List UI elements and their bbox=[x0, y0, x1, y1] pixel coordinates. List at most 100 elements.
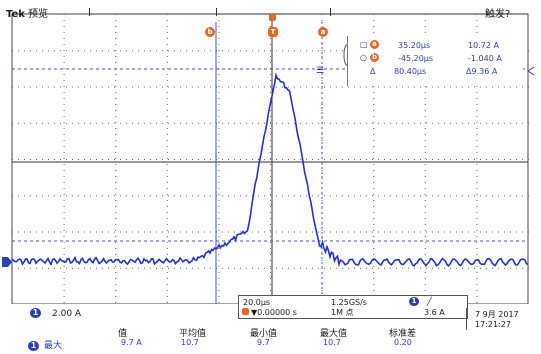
grid-dot bbox=[424, 14, 426, 15]
grid-dot bbox=[330, 50, 331, 52]
grid-dot bbox=[218, 140, 220, 141]
grid-dot bbox=[354, 267, 355, 269]
grid-dot bbox=[115, 296, 117, 297]
marker-b[interactable]: b bbox=[205, 27, 215, 37]
grid-dot bbox=[90, 50, 91, 52]
grid-dot bbox=[270, 122, 271, 123]
timebase-panel[interactable]: 20.0μs 1.25GS/s 1 ╱ ▼0.00000 s 1M 点 3.6 … bbox=[238, 295, 468, 319]
grid-dot bbox=[218, 224, 220, 225]
grid-dot bbox=[420, 159, 421, 160]
grid-dot bbox=[63, 158, 65, 159]
grid-dot bbox=[198, 195, 199, 197]
grid-dot bbox=[348, 231, 349, 233]
grid-dot bbox=[63, 290, 65, 291]
ch1-scale-badge[interactable]: 1 bbox=[30, 308, 41, 318]
grid-dot bbox=[63, 152, 65, 153]
grid-dot bbox=[373, 200, 375, 201]
grid-dot bbox=[66, 267, 67, 269]
grid-dot bbox=[373, 284, 375, 285]
grid-dot bbox=[528, 159, 529, 160]
grid-dot bbox=[150, 267, 151, 269]
grid-dot bbox=[166, 110, 168, 111]
trigger-level: 3.6 A bbox=[424, 308, 445, 317]
grid-dot bbox=[300, 50, 301, 52]
grid-dot bbox=[426, 267, 427, 269]
grid-dot bbox=[218, 32, 220, 33]
grid-dot bbox=[288, 122, 289, 124]
grid-dot bbox=[162, 122, 163, 124]
grid-dot bbox=[30, 231, 31, 233]
grid-dot bbox=[63, 218, 65, 219]
grid-dot bbox=[66, 195, 67, 197]
grid-dot bbox=[348, 195, 349, 197]
grid-dot bbox=[424, 212, 426, 213]
grid-dot bbox=[150, 86, 151, 88]
grid-dot bbox=[156, 50, 157, 52]
grid-dot bbox=[270, 110, 271, 111]
grid-dot bbox=[252, 122, 253, 124]
grid-dot bbox=[372, 122, 373, 124]
grid-dot bbox=[218, 56, 220, 57]
grid-dot bbox=[373, 182, 375, 183]
grid-dot bbox=[498, 122, 499, 124]
grid-dot bbox=[96, 50, 97, 52]
grid-dot bbox=[72, 159, 73, 160]
grid-dot bbox=[218, 50, 220, 51]
grid-dot bbox=[126, 267, 127, 269]
grid-dot bbox=[330, 267, 331, 269]
grid-dot bbox=[63, 284, 65, 285]
grid-dot bbox=[476, 122, 478, 123]
grid-dot bbox=[321, 140, 323, 141]
grid-dot bbox=[218, 152, 220, 153]
marker-trigger[interactable]: T bbox=[268, 27, 278, 37]
grid-dot bbox=[156, 159, 157, 160]
grid-dot bbox=[270, 152, 271, 153]
grid-dot bbox=[186, 122, 187, 124]
grid-dot bbox=[324, 122, 325, 124]
grid-dot bbox=[66, 159, 67, 160]
grid-dot bbox=[150, 122, 151, 124]
measure-header-stddev: 标准差 bbox=[389, 329, 417, 339]
measure-channel-badge[interactable]: 1 bbox=[28, 341, 39, 351]
grid-dot bbox=[336, 195, 337, 197]
grid-dot bbox=[156, 122, 157, 124]
grid-dot bbox=[373, 188, 375, 189]
grid-dot bbox=[438, 159, 439, 160]
grid-dot bbox=[192, 195, 193, 197]
grid-dot bbox=[210, 267, 211, 269]
grid-dot bbox=[270, 224, 271, 225]
grid-dot bbox=[180, 50, 181, 52]
grid-dot bbox=[138, 50, 139, 52]
grid-dot bbox=[424, 266, 426, 267]
sample-rate: 1.25GS/s bbox=[331, 298, 367, 307]
measure-min: 9.7 bbox=[257, 338, 270, 347]
grid-dot bbox=[90, 122, 91, 124]
grid-dot bbox=[424, 230, 426, 231]
cursor-b-value: -1.040 A bbox=[468, 54, 502, 63]
grid-dot bbox=[373, 32, 375, 33]
grid-dot bbox=[218, 248, 220, 249]
marker-a[interactable]: a bbox=[318, 27, 328, 37]
grid-dot bbox=[372, 159, 373, 160]
trigger-level-arrow[interactable] bbox=[527, 66, 535, 76]
grid-dot bbox=[528, 86, 529, 88]
grid-dot bbox=[330, 195, 331, 197]
grid-dot bbox=[390, 86, 391, 88]
grid-dot bbox=[115, 170, 117, 171]
grid-dot bbox=[115, 230, 117, 231]
grid-dot bbox=[218, 206, 220, 207]
grid-dot bbox=[522, 231, 523, 233]
grid-dot bbox=[66, 50, 67, 52]
grid-dot bbox=[366, 195, 367, 197]
grid-dot bbox=[373, 212, 375, 213]
grid-dot bbox=[450, 86, 451, 88]
grid-dot bbox=[132, 267, 133, 269]
ch1-ground-marker[interactable] bbox=[2, 257, 12, 267]
grid-dot bbox=[218, 218, 220, 219]
grid-dot bbox=[63, 122, 65, 123]
grid-dot bbox=[456, 231, 457, 233]
grid-dot bbox=[424, 206, 426, 207]
grid-dot bbox=[516, 86, 517, 88]
grid-dot bbox=[321, 116, 323, 117]
grid-dot bbox=[138, 159, 139, 160]
